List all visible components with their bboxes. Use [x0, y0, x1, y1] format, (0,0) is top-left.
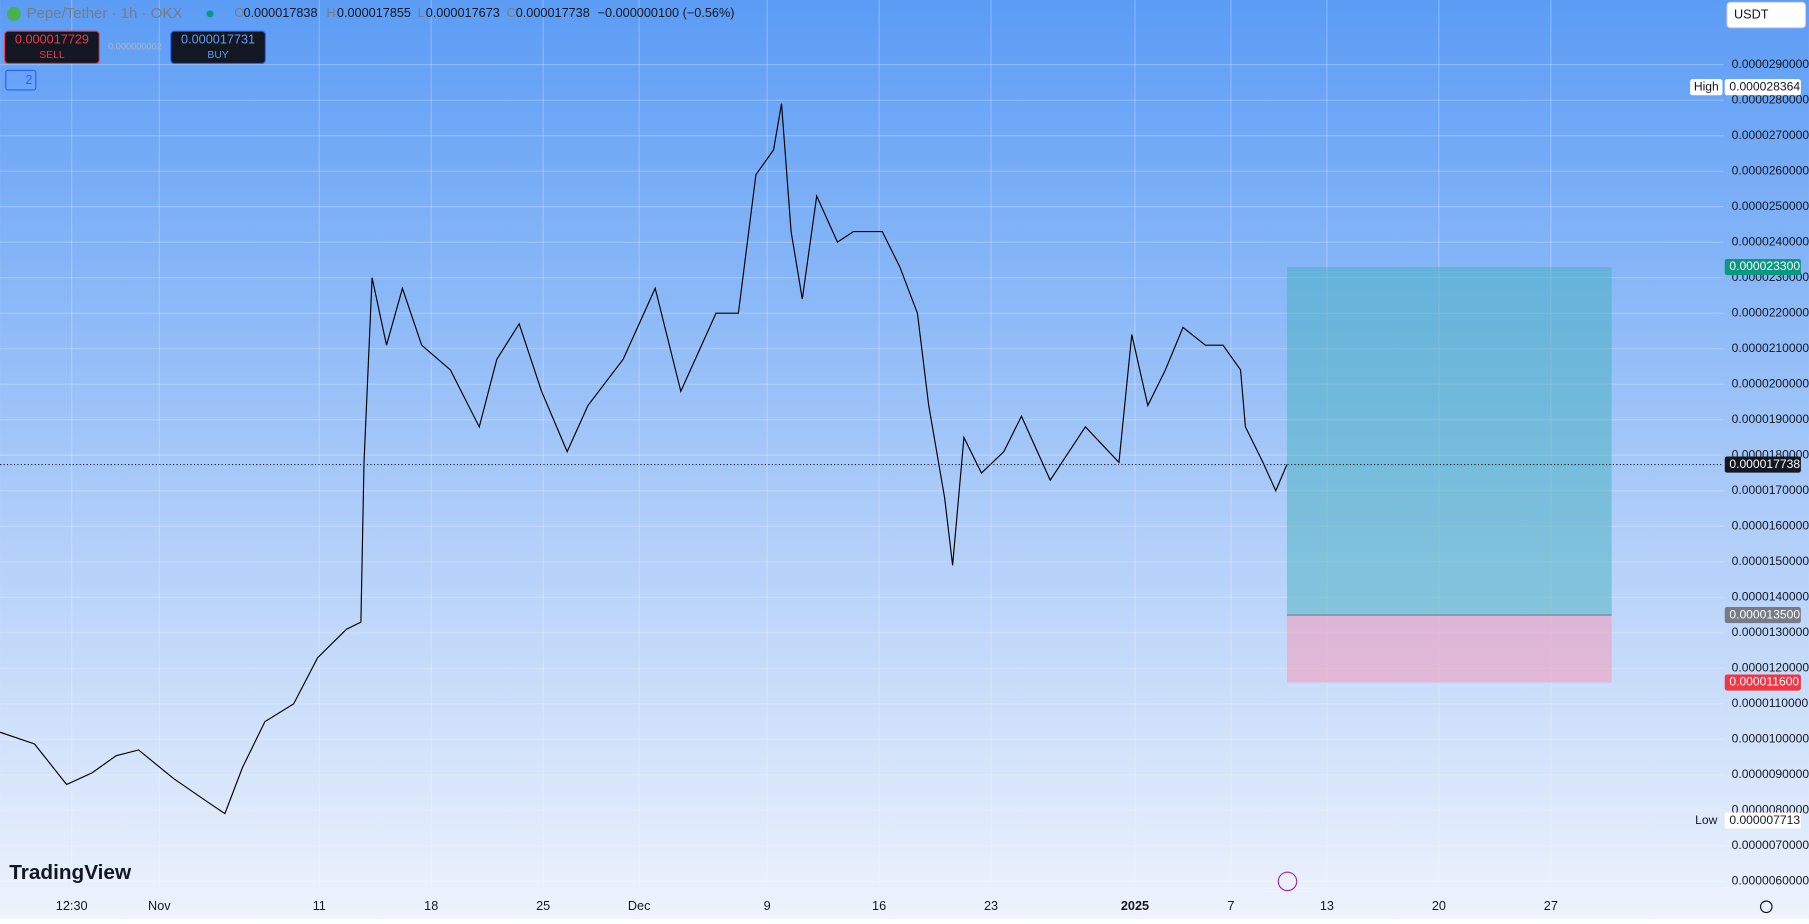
price-badge-label: 0.000007713	[1729, 813, 1800, 827]
currency: USDT	[1734, 7, 1769, 21]
sell-label: SELL	[39, 50, 65, 61]
price-badge-label: 0.000013500	[1729, 607, 1800, 621]
y-tick-label: 0.0000100000	[1732, 732, 1809, 746]
price-badge-label: 0.000028364	[1729, 79, 1800, 93]
symbol-icon	[6, 6, 21, 21]
price-badge	[1724, 456, 1801, 473]
price-line	[0, 103, 1288, 815]
indicator-count: 2	[25, 73, 32, 87]
buy-button[interactable]	[170, 30, 266, 65]
price-badge-label: 0.000017738	[1729, 457, 1800, 471]
x-tick-label: 25	[536, 899, 550, 913]
o-label: O	[234, 6, 244, 20]
y-tick-label: 0.0000130000	[1732, 625, 1809, 639]
indicator-toggle[interactable]	[5, 69, 37, 91]
currency-select[interactable]	[1726, 1, 1807, 29]
x-tick-label: Nov	[148, 899, 171, 913]
price-badge-label: 0.000011600	[1729, 675, 1799, 689]
c-value: 0.000017738	[516, 6, 590, 20]
y-tick-label: 0.0000120000	[1732, 661, 1809, 675]
y-tick-label: 0.0000110000	[1732, 696, 1809, 710]
x-tick-label: 16	[872, 899, 886, 913]
y-tick-label: 0.0000260000	[1732, 163, 1809, 177]
y-tick-label: 0.0000200000	[1732, 376, 1809, 390]
buy-label: BUY	[207, 50, 228, 61]
h-label: H	[327, 6, 336, 20]
y-tick-label: 0.0000150000	[1732, 554, 1809, 568]
y-tick-label: 0.0000250000	[1732, 199, 1809, 213]
x-tick-label: 2025	[1121, 899, 1149, 913]
x-tick-label: 20	[1432, 899, 1446, 913]
stop-zone	[1286, 615, 1612, 683]
y-tick-label: 0.0000210000	[1732, 341, 1809, 355]
price-badge-title: Low	[1695, 813, 1717, 827]
price-badge	[1724, 79, 1801, 96]
x-tick-label: 7	[1227, 899, 1234, 913]
brand: TradingView	[9, 861, 132, 884]
y-tick-label: 0.0000070000	[1732, 838, 1809, 852]
price-badge	[1724, 812, 1801, 829]
h-value: 0.000017855	[337, 6, 411, 20]
y-tick-label: 0.0000090000	[1732, 767, 1809, 781]
l-value: 0.000017673	[426, 6, 500, 20]
y-tick-label: 0.0000280000	[1732, 92, 1809, 106]
c-label: C	[506, 6, 515, 20]
x-tick-label: 23	[984, 899, 998, 913]
sell-button[interactable]	[4, 30, 100, 65]
x-tick-label: 27	[1544, 899, 1558, 913]
y-tick-label: 0.0000140000	[1732, 590, 1809, 604]
sell-price: 0.000017729	[15, 33, 89, 47]
x-tick-label: Dec	[628, 899, 651, 913]
price-badge	[1724, 258, 1801, 276]
l-label: L	[418, 6, 425, 20]
target-zone	[1286, 267, 1612, 616]
x-tick-label: 18	[424, 899, 438, 913]
price-badge-label: 0.000023300	[1729, 259, 1800, 273]
x-tick-label: 13	[1320, 899, 1334, 913]
change: −0.000000100 (−0.56%)	[598, 6, 735, 20]
flash-icon[interactable]	[1277, 871, 1298, 892]
buy-price: 0.000017731	[181, 33, 255, 47]
price-badge-title: High	[1694, 79, 1719, 93]
y-tick-label: 0.0000170000	[1732, 483, 1809, 497]
symbol: Pepe/Tether · 1h · OKX	[27, 5, 183, 22]
y-tick-label: 0.0000060000	[1732, 874, 1809, 888]
price-badge-title-bg	[1690, 79, 1723, 96]
o-value: 0.000017838	[243, 6, 317, 20]
y-tick-label: 0.0000160000	[1732, 518, 1809, 532]
x-tick-label: 9	[764, 899, 771, 913]
y-tick-label: 0.0000240000	[1732, 234, 1809, 248]
y-tick-label: 0.0000220000	[1732, 305, 1809, 319]
status-dot	[206, 10, 214, 18]
y-tick-label: 0.0000270000	[1732, 128, 1809, 142]
x-tick-label: 12:30	[56, 899, 88, 913]
settings-icon[interactable]	[1759, 900, 1773, 914]
x-tick-label: 11	[313, 899, 326, 913]
price-badge	[1724, 674, 1801, 691]
y-tick-label: 0.0000290000	[1732, 57, 1809, 71]
price-badge	[1724, 606, 1801, 624]
y-tick-label: 0.0000190000	[1732, 412, 1809, 426]
spread: 0.000000002	[108, 42, 162, 52]
